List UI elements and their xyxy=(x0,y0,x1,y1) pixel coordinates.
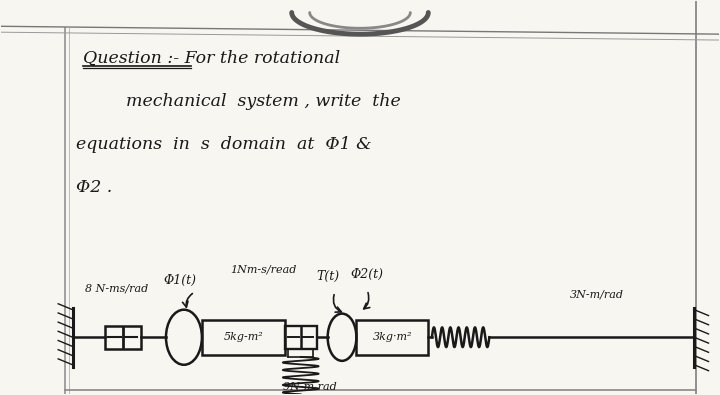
Text: Φ1(t): Φ1(t) xyxy=(164,274,197,287)
Text: 3N-m/rad: 3N-m/rad xyxy=(570,290,624,300)
Text: 3kg·m²: 3kg·m² xyxy=(372,332,412,342)
Text: mechanical  system , write  the: mechanical system , write the xyxy=(127,92,401,109)
Text: 5kg-m²: 5kg-m² xyxy=(223,332,263,342)
Text: Question :- For the rotational: Question :- For the rotational xyxy=(84,49,341,66)
Bar xyxy=(284,326,317,349)
Text: Φ2 .: Φ2 . xyxy=(76,179,112,196)
Text: 9N-m rad: 9N-m rad xyxy=(283,382,336,392)
Text: Φ2(t): Φ2(t) xyxy=(351,268,384,281)
Text: 8 N-ms/rad: 8 N-ms/rad xyxy=(86,284,149,294)
Bar xyxy=(202,320,284,355)
Bar xyxy=(356,320,428,355)
Text: equations  in  s  domain  at  Φ1 &: equations in s domain at Φ1 & xyxy=(76,136,372,153)
Text: T(t): T(t) xyxy=(316,270,339,283)
Text: 1Nm-s/read: 1Nm-s/read xyxy=(230,264,296,274)
Bar xyxy=(105,326,141,349)
